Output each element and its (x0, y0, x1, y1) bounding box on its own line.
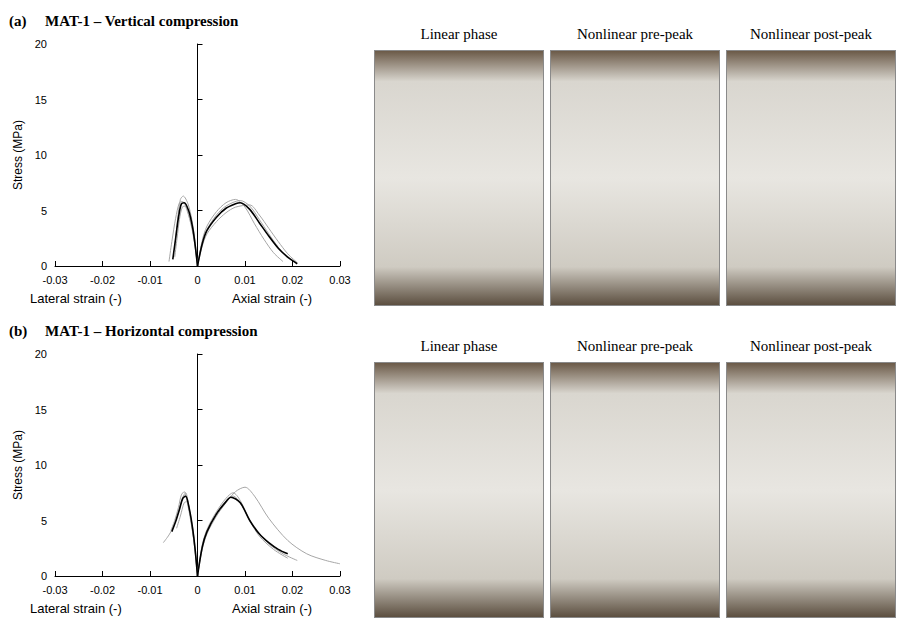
svg-text:0.01: 0.01 (234, 274, 255, 286)
svg-text:Stress (MPa): Stress (MPa) (11, 430, 25, 500)
svg-text:(a): (a) (9, 13, 27, 30)
svg-text:0: 0 (194, 274, 200, 286)
html-text:Linear phase: Linear phase (420, 338, 498, 354)
svg-text:MAT-1 – Horizontal compression: MAT-1 – Horizontal compression (45, 323, 258, 339)
svg-text:-0.01: -0.01 (137, 274, 162, 286)
svg-text:5: 5 (41, 515, 47, 527)
svg-text:15: 15 (35, 404, 47, 416)
svg-text:0: 0 (194, 584, 200, 596)
svg-text:10: 10 (35, 459, 47, 471)
svg-text:0.03: 0.03 (329, 584, 350, 596)
html-text:Nonlinear pre-peak: Nonlinear pre-peak (576, 26, 694, 42)
svg-text:0: 0 (41, 570, 47, 582)
svg-text:-0.02: -0.02 (90, 274, 115, 286)
svg-text:Lateral strain (-): Lateral strain (-) (30, 601, 122, 616)
html-text:Linear phase: Linear phase (420, 26, 498, 42)
svg-text:20: 20 (35, 38, 47, 50)
svg-text:Axial strain (-): Axial strain (-) (232, 291, 312, 306)
svg-text:-0.03: -0.03 (42, 584, 67, 596)
svg-text:5: 5 (41, 205, 47, 217)
svg-text:Stress (MPa): Stress (MPa) (11, 120, 25, 190)
svg-text:0.01: 0.01 (234, 584, 255, 596)
svg-text:Lateral strain (-): Lateral strain (-) (30, 291, 122, 306)
html-text:Nonlinear post-peak: Nonlinear post-peak (750, 26, 872, 42)
svg-text:15: 15 (35, 94, 47, 106)
svg-text:-0.02: -0.02 (90, 584, 115, 596)
html-text:Nonlinear post-peak: Nonlinear post-peak (750, 338, 872, 354)
svg-text:0.02: 0.02 (282, 274, 303, 286)
svg-text:Axial strain (-): Axial strain (-) (232, 601, 312, 616)
svg-text:20: 20 (35, 348, 47, 360)
svg-text:(b): (b) (9, 323, 27, 340)
html-text:Nonlinear pre-peak: Nonlinear pre-peak (576, 338, 694, 354)
svg-text:-0.03: -0.03 (42, 274, 67, 286)
svg-text:-0.01: -0.01 (137, 584, 162, 596)
svg-text:0: 0 (41, 260, 47, 272)
svg-text:MAT-1 – Vertical compression: MAT-1 – Vertical compression (45, 13, 239, 29)
svg-text:10: 10 (35, 149, 47, 161)
svg-text:0.02: 0.02 (282, 584, 303, 596)
svg-text:0.03: 0.03 (329, 274, 350, 286)
